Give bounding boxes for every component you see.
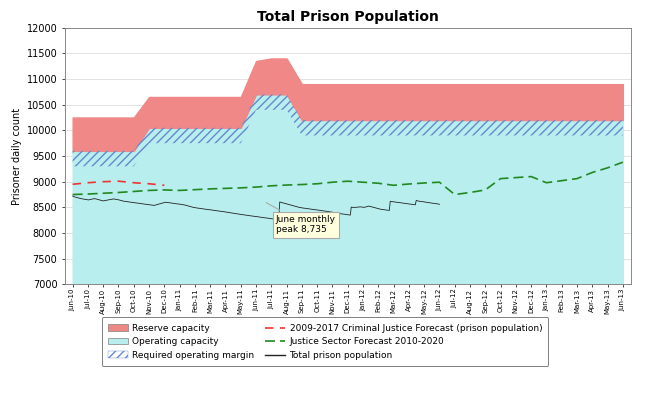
Y-axis label: Prisoner daily count: Prisoner daily count — [12, 107, 23, 205]
Text: June monthly
peak 8,735: June monthly peak 8,735 — [266, 203, 336, 235]
Legend: Reserve capacity, Operating capacity, Required operating margin, 2009-2017 Crimi: Reserve capacity, Operating capacity, Re… — [101, 317, 549, 366]
Title: Total Prison Population: Total Prison Population — [257, 10, 439, 24]
